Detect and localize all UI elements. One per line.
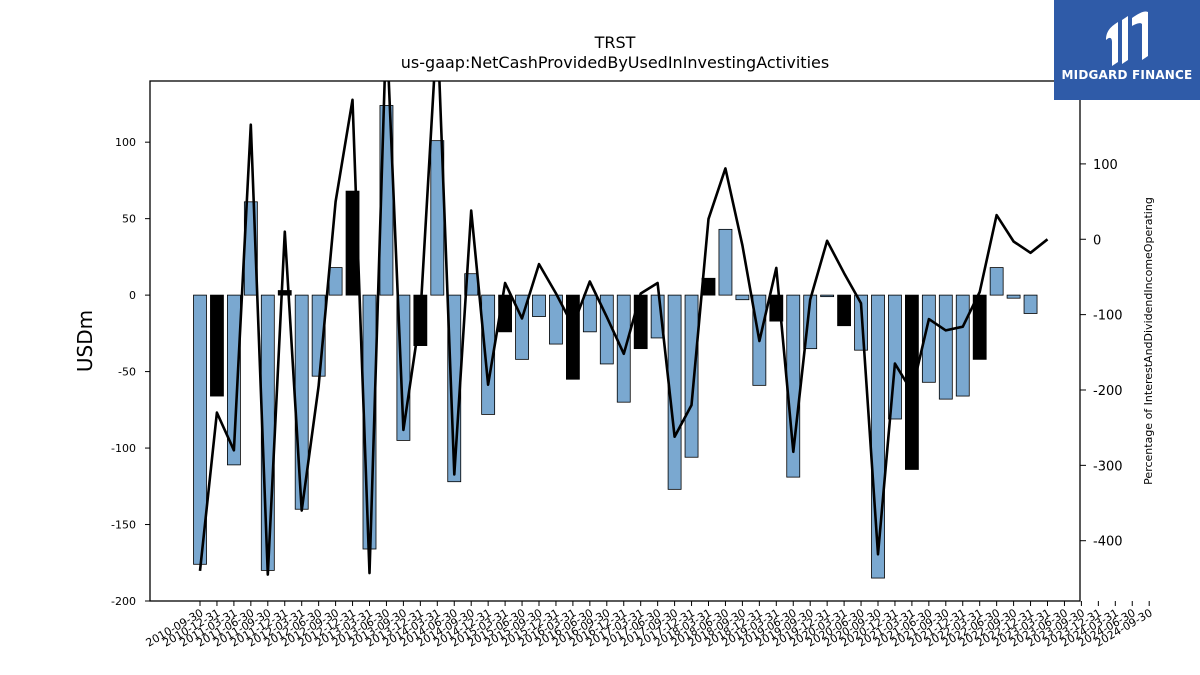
bar-2016-06-30 (582, 294, 597, 333)
left-tick-label: 50 (122, 213, 136, 226)
ratio-line-group (198, 81, 1049, 576)
logo-mark-icon (1106, 11, 1148, 66)
right-tick-label: 100 (1093, 158, 1118, 173)
y-axis-label-right: Percentage of InterestAndDividendIncomeO… (1142, 197, 1155, 485)
left-tick-label: -150 (111, 519, 136, 532)
brand-name: MIDGARD FINANCE (1061, 68, 1193, 82)
bar-2022-12-31 (1023, 294, 1038, 314)
bar-group (193, 105, 1038, 579)
chart-subtitle: us-gaap:NetCashProvidedByUsedInInvesting… (401, 53, 829, 72)
chart-title: TRST (594, 33, 636, 52)
bar-2016-12-31 (616, 294, 631, 403)
bar-2011-03-31 (226, 294, 241, 466)
bar-2022-09-30 (1006, 294, 1021, 299)
right-tick-label: 0 (1093, 233, 1101, 248)
bar-2020-03-31 (837, 294, 851, 327)
bar-2012-09-30 (328, 267, 343, 296)
bar-2010-12-31 (210, 294, 224, 397)
bar-2021-09-30 (938, 294, 953, 400)
midgard-finance-logo: MIDGARD FINANCE (1054, 0, 1200, 100)
left-axis: -200 -150 -100 -50 0 50 100 (111, 136, 150, 608)
left-tick-label: 0 (129, 289, 136, 302)
bar-2021-06-30 (921, 294, 936, 383)
plot-frame (149, 80, 1081, 602)
bar-2019-12-31 (820, 294, 835, 298)
bar-2014-12-31 (481, 294, 496, 415)
left-tick-label: -50 (118, 366, 136, 379)
right-tick-label: -200 (1093, 384, 1123, 399)
right-tick-label: -100 (1093, 309, 1123, 324)
bar-2022-06-30 (989, 267, 1004, 296)
right-axis: -400 -300 -200 -100 0 100 (1080, 158, 1123, 550)
bar-2022-03-31 (972, 294, 987, 360)
right-tick-label: -400 (1093, 535, 1123, 550)
bar-2018-06-30 (718, 228, 733, 296)
bar-2016-03-31 (566, 294, 580, 380)
bar-2021-12-31 (955, 294, 970, 397)
bar-2018-09-30 (735, 294, 750, 301)
left-tick-label: 100 (115, 136, 136, 149)
y-axis-label: USDm (73, 310, 97, 372)
right-tick-label: -300 (1093, 459, 1123, 474)
bar-2011-12-31 (277, 290, 292, 296)
left-tick-label: -200 (111, 595, 136, 608)
bar-2017-09-30 (667, 294, 682, 490)
bar-2017-03-31 (633, 294, 648, 350)
bar-2015-09-30 (532, 294, 546, 317)
left-tick-label: -100 (111, 442, 136, 455)
ratio-line (198, 81, 1049, 576)
bar-2017-12-31 (684, 294, 699, 458)
x-axis: 2010-09-302010-12-312011-03-312011-06-30… (144, 601, 1155, 650)
